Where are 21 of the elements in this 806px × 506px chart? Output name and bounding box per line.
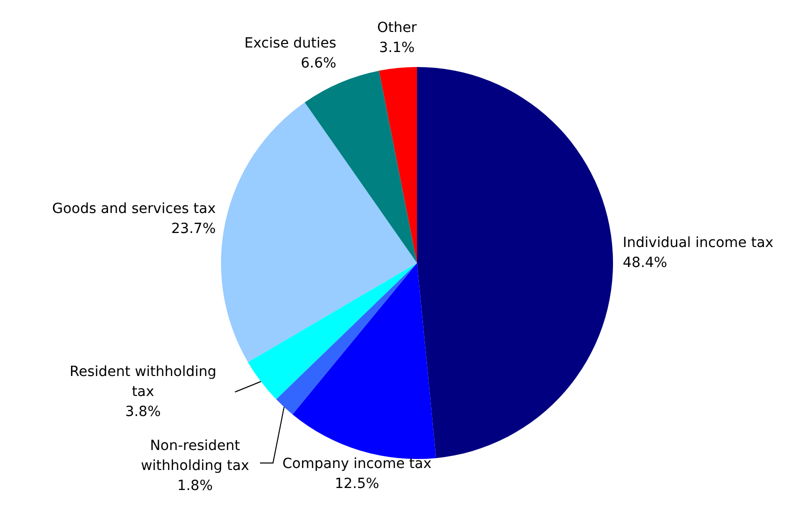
data-label: 6.6% <box>300 55 336 72</box>
pie-slice <box>379 67 417 263</box>
data-label: 3.8% <box>125 404 161 420</box>
pie-slice <box>292 263 436 459</box>
slice-label: Goods and services tax <box>52 200 216 217</box>
data-label: 1.8% <box>177 478 213 494</box>
slice-label: Individual income tax <box>622 234 774 251</box>
slice-label: Non-resident withholding tax <box>140 438 250 474</box>
data-label: 12.5% <box>334 476 380 492</box>
pie-slice <box>221 102 417 362</box>
pie-slice <box>248 263 417 400</box>
data-label: 23.7% <box>171 220 216 237</box>
slice-label: Excise duties <box>244 35 336 52</box>
data-label: 48.4% <box>622 254 668 271</box>
data-label: 3.1% <box>379 40 415 56</box>
pie-slice <box>276 263 417 414</box>
pie-slice <box>417 67 613 458</box>
slice-label: Other <box>377 20 418 36</box>
slice-label: Resident withholding tax <box>70 364 216 400</box>
slice-label: Company income tax <box>282 456 432 472</box>
pie-slice <box>304 70 417 263</box>
